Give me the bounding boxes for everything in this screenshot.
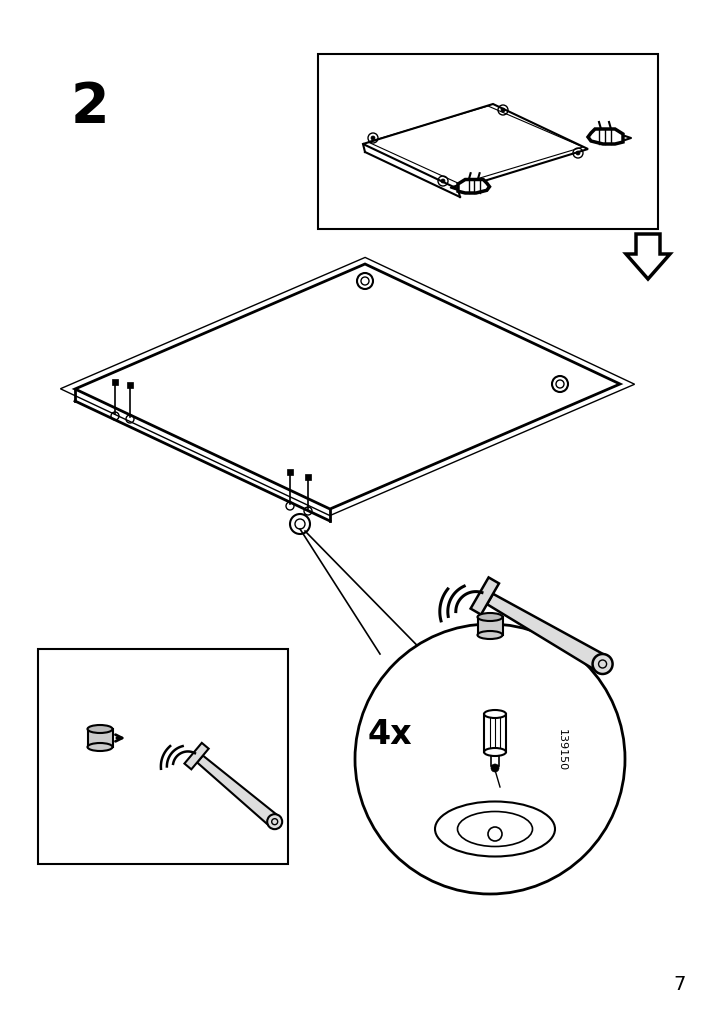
Polygon shape — [184, 743, 208, 769]
Bar — [287, 469, 293, 475]
Bar — [478, 618, 503, 635]
Polygon shape — [363, 105, 588, 190]
Bar — [38, 649, 288, 864]
Text: 139150: 139150 — [557, 728, 567, 770]
Circle shape — [355, 625, 625, 894]
Bar — [127, 382, 133, 388]
Circle shape — [501, 109, 505, 113]
Ellipse shape — [484, 748, 506, 756]
Bar — [305, 474, 311, 480]
Ellipse shape — [484, 711, 506, 718]
Polygon shape — [626, 235, 670, 280]
Ellipse shape — [478, 614, 503, 622]
Text: 7: 7 — [674, 975, 686, 994]
Polygon shape — [588, 129, 623, 145]
Polygon shape — [458, 180, 490, 194]
Circle shape — [371, 136, 375, 141]
Polygon shape — [75, 265, 620, 510]
Ellipse shape — [88, 743, 113, 751]
Bar — [88, 729, 113, 747]
Bar — [484, 715, 506, 752]
Circle shape — [576, 152, 580, 156]
Ellipse shape — [435, 802, 555, 856]
Bar — [491, 752, 499, 766]
Circle shape — [491, 764, 499, 772]
Polygon shape — [197, 756, 279, 827]
Ellipse shape — [88, 725, 113, 733]
Polygon shape — [471, 578, 499, 615]
Ellipse shape — [478, 632, 503, 639]
Bar — [318, 55, 658, 229]
Text: 2: 2 — [71, 80, 109, 133]
Bar — [112, 379, 118, 385]
Circle shape — [593, 654, 613, 674]
Circle shape — [267, 815, 282, 829]
Polygon shape — [487, 594, 607, 672]
Text: 4x: 4x — [368, 718, 412, 751]
Circle shape — [441, 180, 445, 184]
